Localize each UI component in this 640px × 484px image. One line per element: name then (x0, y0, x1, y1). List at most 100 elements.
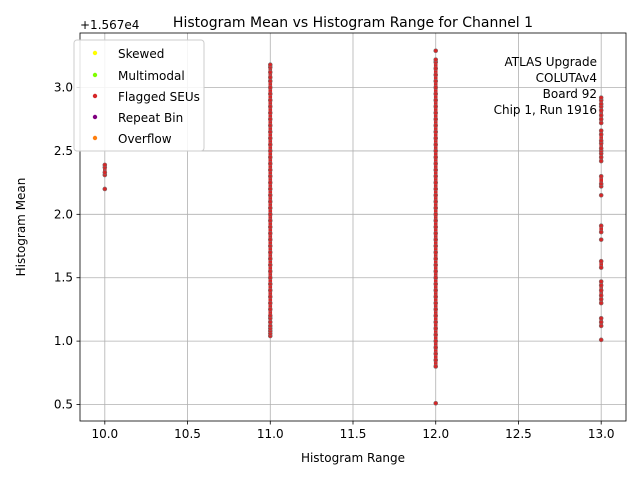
data-point (267, 123, 273, 128)
legend: Skewed Multimodal Flagged SEUs Repeat Bi… (73, 39, 205, 152)
y-axis-label: Histogram Mean (14, 178, 28, 277)
legend-label-overflow: Overflow (118, 132, 172, 146)
legend-marker-multimodal (92, 72, 98, 78)
data-point (433, 338, 439, 344)
data-point (598, 113, 604, 118)
data-point (598, 323, 604, 329)
data-point (433, 199, 439, 204)
data-point (267, 167, 273, 173)
annotation: ATLAS Upgrade COLUTAv4 Board 92 Chip 1, … (494, 55, 597, 117)
data-point (433, 400, 439, 406)
data-point (433, 307, 439, 312)
data-point (267, 313, 273, 319)
data-point (433, 110, 439, 116)
data-point (267, 256, 273, 261)
data-point (433, 256, 439, 261)
data-point (598, 279, 604, 284)
data-point (598, 337, 604, 343)
data-point (433, 243, 439, 249)
annotation-line-2: COLUTAv4 (536, 71, 597, 85)
data-point (598, 300, 604, 306)
data-point (433, 357, 439, 363)
x-tick-label: 12.5 (505, 427, 532, 441)
annotation-line-4: Chip 1, Run 1916 (494, 103, 597, 117)
data-point (433, 269, 439, 274)
data-point (433, 154, 439, 160)
legend-box (73, 39, 205, 152)
data-point (433, 281, 439, 287)
data-point (433, 300, 439, 306)
data-point (598, 173, 604, 179)
data-point (433, 148, 439, 154)
data-point (267, 307, 273, 312)
y-tick-label: 2.5 (54, 144, 73, 158)
legend-marker-skewed (92, 50, 98, 56)
y-tick-label: 0.5 (54, 398, 73, 412)
data-point (433, 224, 439, 230)
data-point (267, 154, 273, 160)
data-point (598, 120, 604, 126)
data-point (267, 243, 273, 249)
axis-ticks: 10.0 10.5 11.0 11.5 12.0 12.5 13.0 0.5 1.0 1.5 2.0… (54, 81, 615, 441)
data-point (102, 162, 108, 168)
data-point (102, 170, 108, 175)
data-point (433, 288, 439, 293)
data-point (598, 229, 604, 235)
data-point (433, 294, 439, 300)
data-point (598, 193, 604, 198)
y-axis-offset-label: +1.567e4 (80, 18, 139, 32)
data-point (433, 205, 439, 211)
data-point (598, 258, 604, 264)
data-point (598, 223, 604, 229)
data-point (433, 161, 439, 166)
data-point (267, 104, 273, 109)
data-point (598, 95, 604, 100)
legend-item-overflow: Overflow (92, 132, 172, 146)
data-point (267, 319, 273, 325)
data-point (267, 300, 273, 306)
data-point (433, 48, 439, 54)
legend-marker-flagged-seus (92, 93, 98, 99)
data-point (598, 132, 604, 137)
x-tick-label: 10.0 (91, 427, 118, 441)
x-tick-label: 13.0 (588, 427, 615, 441)
data-point (433, 72, 439, 78)
data-point (433, 135, 439, 141)
data-point (433, 180, 439, 185)
y-tick-label: 1.5 (54, 271, 73, 285)
data-point (267, 218, 273, 223)
data-point (433, 104, 439, 109)
data-point (433, 218, 439, 223)
data-point (433, 57, 439, 62)
data-point (267, 161, 273, 166)
data-point (598, 288, 604, 293)
data-point (433, 85, 439, 90)
data-point (267, 116, 273, 122)
legend-label-repeat-bin: Repeat Bin (118, 111, 183, 125)
legend-marker-repeat-bin (92, 114, 98, 120)
data-point (598, 265, 604, 270)
data-point (433, 313, 439, 319)
data-point (267, 78, 273, 84)
legend-item-multimodal: Multimodal (92, 69, 185, 83)
data-point (267, 231, 273, 236)
data-point (267, 135, 273, 141)
data-point (267, 75, 273, 80)
data-point (433, 262, 439, 268)
data-point (267, 148, 273, 154)
data-point (267, 97, 273, 103)
chart-title: Histogram Mean vs Histogram Range for Ch… (173, 15, 533, 31)
data-point (598, 138, 604, 144)
data-point (433, 212, 439, 217)
data-point (598, 101, 604, 107)
legend-label-flagged-seus: Flagged SEUs (118, 90, 200, 104)
data-point (267, 85, 273, 90)
data-point (267, 193, 273, 198)
data-point (433, 193, 439, 198)
y-tick-label: 1.0 (54, 334, 73, 348)
data-point (102, 186, 108, 192)
data-point (267, 91, 273, 97)
data-point (433, 326, 439, 331)
data-point (598, 158, 604, 164)
